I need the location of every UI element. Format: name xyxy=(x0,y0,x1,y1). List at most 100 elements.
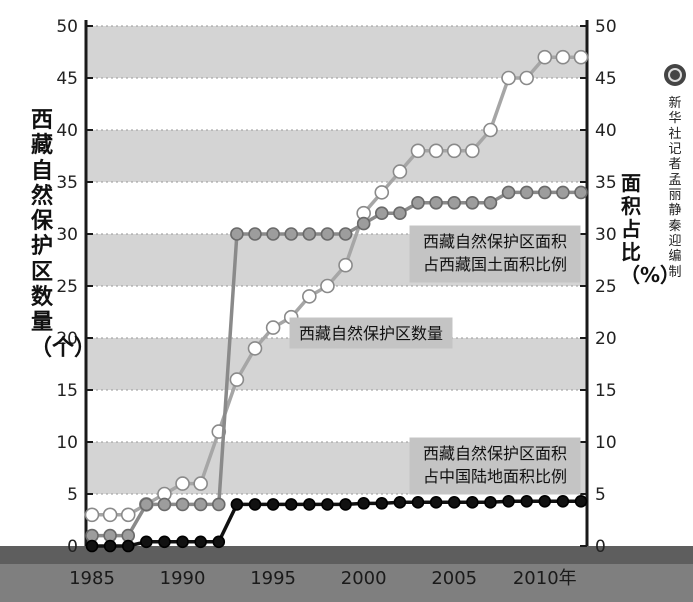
right-tick-label: 5 xyxy=(595,485,606,505)
data-point xyxy=(519,70,534,86)
data-point xyxy=(410,143,426,159)
data-point xyxy=(339,498,352,511)
data-point xyxy=(357,497,370,510)
data-point xyxy=(320,278,335,294)
right-tick-label: 15 xyxy=(595,381,617,401)
data-point xyxy=(392,164,408,179)
data-point xyxy=(194,535,207,549)
data-point xyxy=(175,497,190,512)
series-line xyxy=(92,55,581,517)
data-point xyxy=(247,341,263,356)
data-point xyxy=(393,496,407,509)
data-point xyxy=(374,185,390,200)
data-point xyxy=(411,196,425,210)
annotation-text: 西藏自然保护区面积 xyxy=(423,232,567,251)
annotation-text: 占中国陆地面积比例 xyxy=(423,467,567,486)
data-point xyxy=(103,539,117,553)
data-point xyxy=(157,497,172,512)
data-point xyxy=(483,122,498,138)
x-tick-label: 1995 xyxy=(250,568,296,589)
grid-band xyxy=(86,130,587,182)
data-point xyxy=(121,539,135,553)
data-point xyxy=(574,494,588,508)
data-point xyxy=(465,143,480,159)
x-tick-label: 2005 xyxy=(431,568,477,589)
data-point xyxy=(428,143,444,159)
right-tick-label: 45 xyxy=(595,69,617,89)
data-point xyxy=(374,206,389,220)
right-tick-label: 0 xyxy=(595,537,606,557)
data-point xyxy=(321,498,334,511)
left-tick-label: 30 xyxy=(56,225,78,245)
x-tick-label: 2000 xyxy=(341,568,387,589)
data-point xyxy=(265,320,281,335)
data-point xyxy=(303,498,316,511)
data-point xyxy=(429,196,443,210)
data-point xyxy=(266,498,280,511)
x-tick-label: 1985 xyxy=(69,568,115,589)
left-tick-label: 40 xyxy=(56,121,78,141)
data-point xyxy=(356,216,371,231)
data-point xyxy=(302,227,317,241)
data-point xyxy=(411,496,425,509)
data-point xyxy=(573,49,589,65)
left-tick-label: 20 xyxy=(56,329,78,349)
data-point xyxy=(537,185,552,200)
data-point xyxy=(483,196,498,210)
data-point xyxy=(120,507,136,523)
data-point xyxy=(212,535,226,549)
data-point xyxy=(176,535,189,549)
left-axis-label: 西藏自然保护区数量（个） xyxy=(30,108,97,361)
left-tick-label: 10 xyxy=(56,433,78,453)
right-tick-label: 30 xyxy=(595,225,617,245)
data-point xyxy=(447,196,462,210)
data-point xyxy=(466,496,479,509)
data-point xyxy=(502,494,515,508)
data-point xyxy=(429,496,443,509)
data-point xyxy=(574,185,588,200)
data-point xyxy=(266,227,280,241)
annotation-text: 西藏自然保护区面积 xyxy=(423,444,567,463)
data-point xyxy=(556,494,570,508)
left-tick-label: 15 xyxy=(56,381,78,401)
data-point xyxy=(248,227,262,241)
globe-icon xyxy=(668,68,682,82)
data-point xyxy=(211,497,226,512)
data-point xyxy=(84,507,100,523)
left-tick-label: 0 xyxy=(67,537,78,557)
data-point xyxy=(175,476,190,491)
data-point xyxy=(465,196,480,210)
data-point xyxy=(484,496,497,509)
data-point xyxy=(393,206,407,220)
xinhua-logo xyxy=(664,64,686,86)
x-axis-strip-top xyxy=(0,546,693,564)
data-point xyxy=(537,49,553,65)
right-tick-label: 35 xyxy=(595,173,617,193)
data-point xyxy=(446,143,462,159)
data-point xyxy=(338,257,353,273)
left-tick-label: 5 xyxy=(67,485,78,505)
data-point xyxy=(447,496,461,509)
right-tick-label: 10 xyxy=(595,433,617,453)
data-point xyxy=(501,70,516,86)
left-tick-label: 25 xyxy=(56,277,78,297)
data-point xyxy=(338,227,353,241)
data-point xyxy=(284,227,299,241)
data-point xyxy=(284,498,298,511)
right-axis-label: 面积占比（%） xyxy=(620,171,681,287)
data-point xyxy=(85,539,99,553)
annotation-text: 占西藏国土面积比例 xyxy=(423,255,567,274)
series-line xyxy=(92,499,581,548)
right-tick-label: 25 xyxy=(595,277,617,297)
right-tick-label: 40 xyxy=(595,121,617,141)
annotation-box xyxy=(409,437,581,495)
data-point xyxy=(555,49,571,65)
grid-band xyxy=(86,26,587,78)
data-point xyxy=(248,498,262,511)
data-point xyxy=(140,535,153,549)
data-point xyxy=(102,507,118,523)
right-tick-label: 20 xyxy=(595,329,617,349)
annotation-box xyxy=(289,317,453,349)
